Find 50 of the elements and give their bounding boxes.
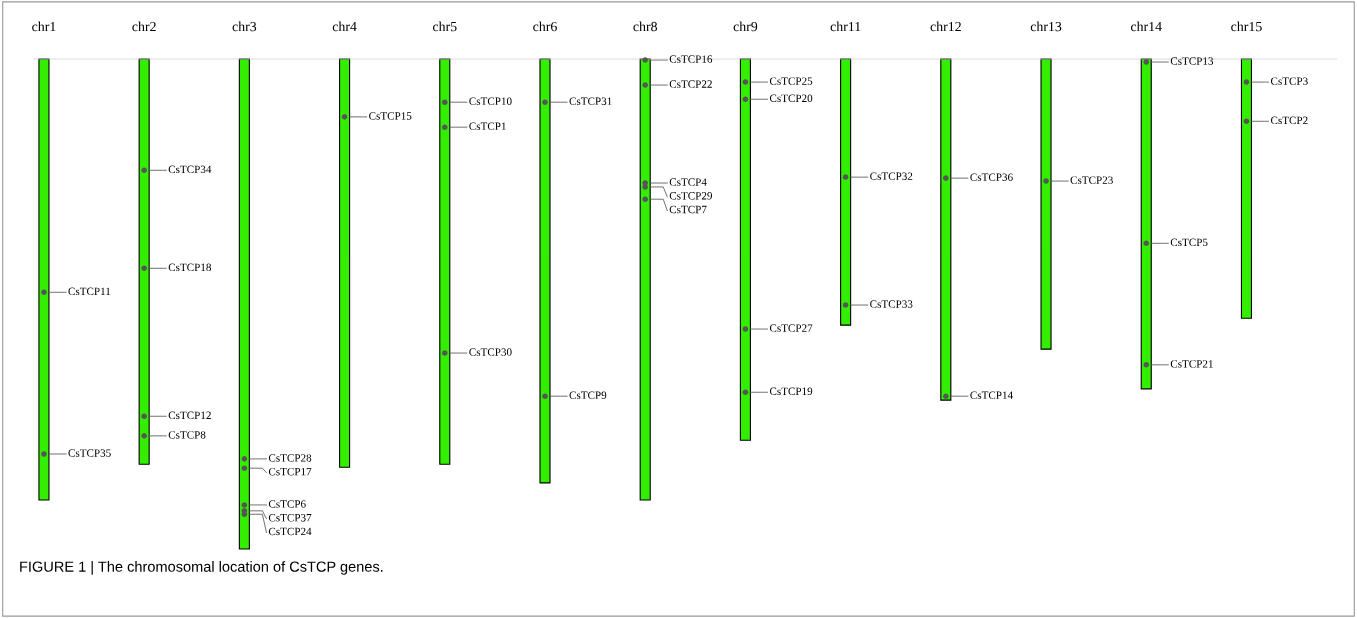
x-tick-label: chr13 — [1030, 21, 1062, 32]
annotation: CsTCP13 — [1170, 57, 1214, 65]
annotation: CsTCP11 — [68, 287, 111, 296]
annotation: CsTCP3 — [1270, 77, 1308, 85]
annotation: CsTCP36 — [970, 173, 1013, 181]
annotation: CsTCP25 — [769, 77, 813, 85]
x-tick-label: chr15 — [1231, 21, 1262, 32]
annotation: CsTCP5 — [1170, 238, 1208, 247]
annotation: CsTCP21 — [1170, 360, 1213, 368]
annotation: CsTCP37 — [268, 513, 312, 522]
annotation: CsTCP34 — [168, 165, 212, 174]
annotation: CsTCP17 — [268, 467, 312, 476]
x-tick-label: chr12 — [930, 21, 961, 32]
x-tick-label: chr11 — [830, 21, 861, 32]
annotation: CsTCP20 — [769, 94, 813, 103]
annotation: CsTCP6 — [268, 500, 306, 508]
annotation: CsTCP28 — [268, 454, 312, 462]
x-tick-label: chr5 — [432, 21, 457, 32]
annotation: CsTCP8 — [168, 431, 206, 439]
annotation: CsTCP27 — [769, 324, 813, 332]
annotation: CsTCP33 — [870, 300, 913, 308]
annotation: CsTCP29 — [669, 192, 713, 200]
annotation: CsTCP30 — [469, 348, 512, 356]
annotation: CsTCP16 — [669, 55, 713, 63]
x-tick-label: chr1 — [32, 21, 56, 32]
annotation: CsTCP4 — [669, 178, 707, 186]
annotation: CsTCP14 — [970, 391, 1013, 399]
annotation: CsTCP15 — [369, 112, 412, 120]
x-tick-label: chr14 — [1130, 21, 1162, 32]
annotation: CsTCP31 — [569, 97, 612, 105]
annotation: CsTCP22 — [669, 80, 712, 88]
annotation: CsTCP23 — [1070, 176, 1113, 184]
x-tick-label: chr6 — [533, 21, 557, 32]
annotation: CsTCP2 — [1270, 116, 1308, 125]
annotation: CsTCP24 — [268, 527, 312, 536]
annotation: CsTCP18 — [168, 263, 212, 272]
x-tick-label: chr9 — [733, 21, 758, 32]
annotation: CsTCP19 — [769, 387, 813, 396]
x-tick-label: chr3 — [232, 21, 257, 32]
annotation: CsTCP32 — [870, 172, 913, 180]
annotation: CsTCP7 — [669, 205, 707, 214]
x-tick-label: chr2 — [132, 21, 156, 32]
annotation: CsTCP9 — [569, 391, 607, 399]
annotation: CsTCP12 — [168, 411, 211, 420]
x-tick-label: chr4 — [332, 21, 357, 32]
annotation: CsTCP35 — [68, 449, 111, 457]
caption: FIGURE 1 | The chromosomal location of CsTCP genes. — [20, 561, 383, 575]
annotation: CsTCP1 — [469, 122, 506, 130]
x-tick-label: chr8 — [633, 21, 658, 32]
annotation: CsTCP10 — [469, 97, 512, 105]
